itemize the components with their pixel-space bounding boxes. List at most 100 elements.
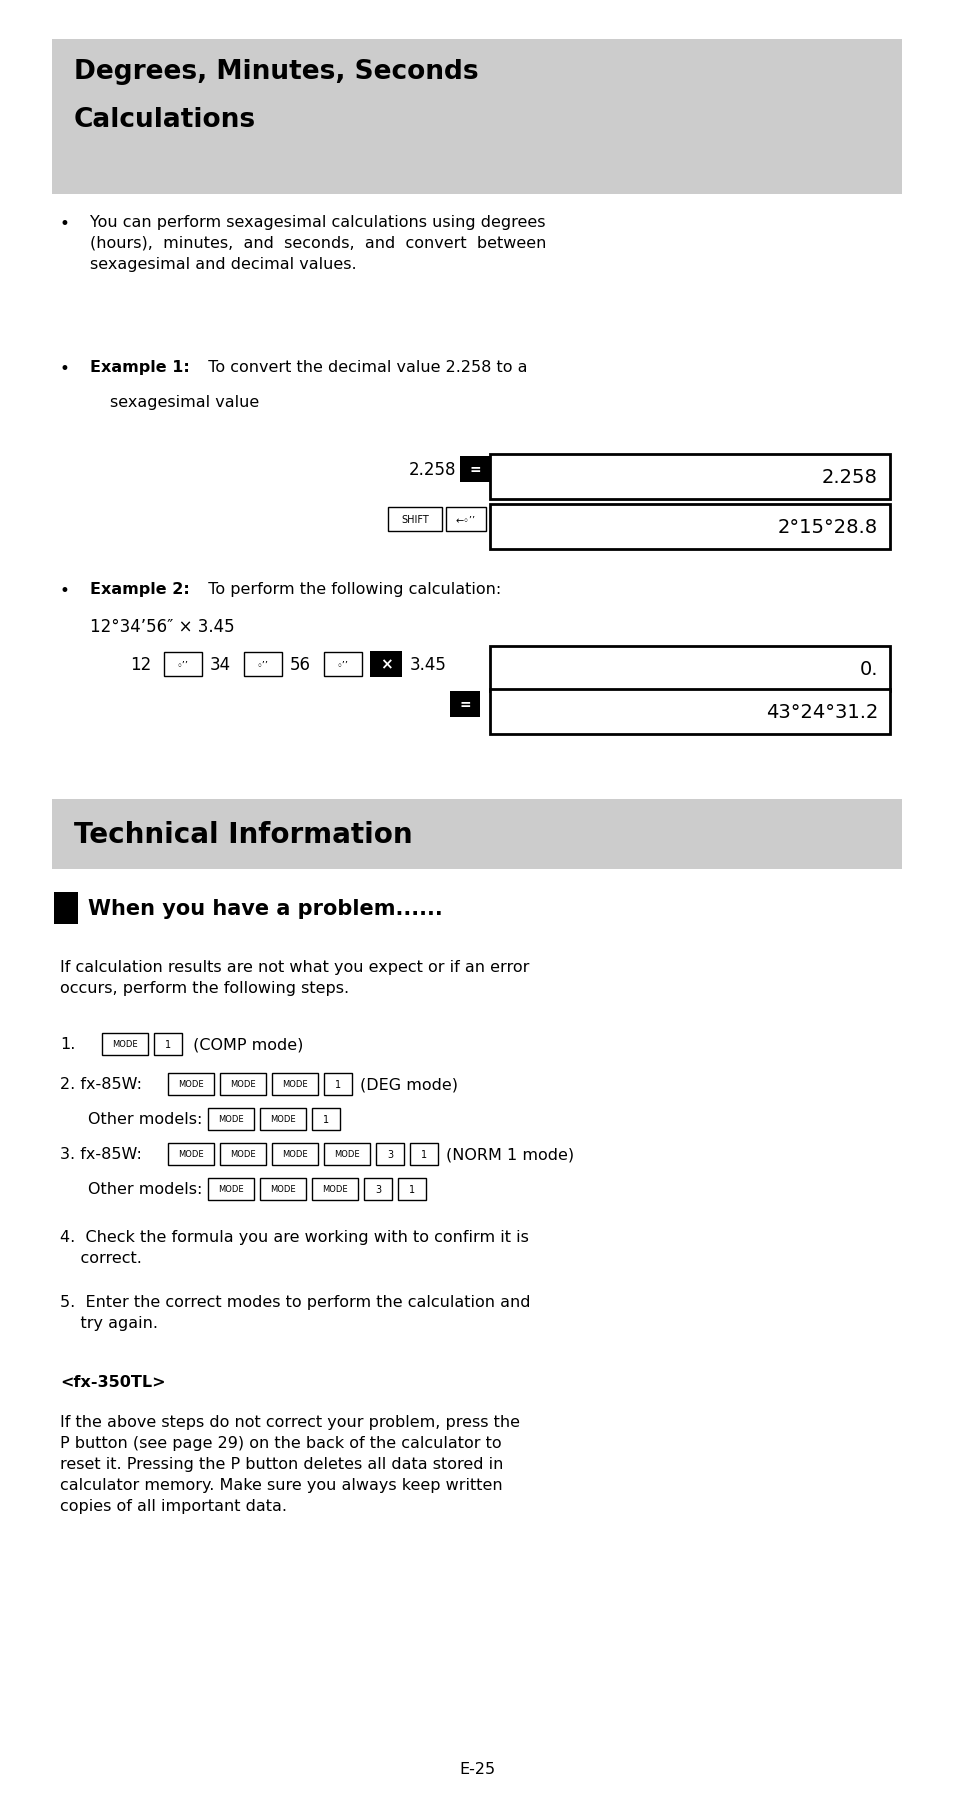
Text: =: = (458, 698, 471, 712)
Text: ←◦’’: ←◦’’ (456, 515, 476, 524)
Bar (446, 508, 485, 531)
Bar (208, 1108, 253, 1131)
Text: MODE: MODE (178, 1149, 204, 1158)
Bar (324, 1073, 352, 1095)
Bar (208, 1178, 253, 1200)
Bar (164, 652, 202, 676)
Bar (272, 1144, 317, 1166)
Text: Technical Information: Technical Information (74, 820, 413, 849)
Bar (272, 1073, 317, 1095)
Bar (490, 690, 889, 735)
Bar (490, 647, 889, 692)
Bar (220, 1144, 266, 1166)
Text: 12: 12 (130, 656, 152, 674)
Bar (52, 799, 901, 869)
Bar (375, 1144, 403, 1166)
Text: MODE: MODE (218, 1185, 244, 1194)
Text: 1: 1 (335, 1079, 341, 1090)
Text: 2°15°28.8: 2°15°28.8 (777, 519, 877, 537)
Text: 3: 3 (387, 1149, 393, 1160)
Text: •: • (60, 582, 70, 600)
Text: You can perform sexagesimal calculations using degrees
(hours),  minutes,  and  : You can perform sexagesimal calculations… (90, 215, 546, 271)
Text: MODE: MODE (334, 1149, 359, 1158)
Text: (DEG mode): (DEG mode) (359, 1077, 457, 1091)
Text: 1.: 1. (60, 1037, 75, 1052)
Bar (459, 457, 490, 482)
Text: 2.258: 2.258 (821, 468, 877, 486)
Bar (168, 1073, 213, 1095)
Text: 3. fx-85W:: 3. fx-85W: (60, 1147, 142, 1162)
Text: MODE: MODE (270, 1115, 295, 1124)
Text: ◦’’: ◦’’ (177, 660, 189, 670)
Text: If calculation results are not what you expect or if an error
occurs, perform th: If calculation results are not what you … (60, 960, 529, 996)
Bar (410, 1144, 437, 1166)
Text: 0.: 0. (859, 660, 877, 679)
Bar (260, 1108, 306, 1131)
Text: Degrees, Minutes, Seconds: Degrees, Minutes, Seconds (74, 60, 478, 85)
Text: MODE: MODE (178, 1081, 204, 1090)
Text: 1: 1 (420, 1149, 427, 1160)
Text: 4.  Check the formula you are working with to confirm it is
    correct.: 4. Check the formula you are working wit… (60, 1229, 528, 1265)
Bar (388, 508, 441, 531)
Text: To perform the following calculation:: To perform the following calculation: (198, 582, 500, 596)
Text: 3: 3 (375, 1184, 380, 1194)
Text: 1: 1 (409, 1184, 415, 1194)
Bar (324, 1144, 370, 1166)
Text: •: • (60, 360, 70, 378)
Bar (312, 1108, 339, 1131)
Text: When you have a problem......: When you have a problem...... (88, 898, 442, 918)
Text: sexagesimal value: sexagesimal value (110, 394, 259, 410)
Bar (450, 692, 479, 717)
Bar (490, 504, 889, 549)
Bar (102, 1034, 148, 1055)
Text: Other models:: Other models: (88, 1182, 202, 1196)
Text: MODE: MODE (112, 1039, 137, 1048)
Bar (54, 893, 78, 925)
Bar (244, 652, 282, 676)
Bar (397, 1178, 426, 1200)
Text: MODE: MODE (230, 1081, 255, 1090)
Text: Example 2:: Example 2: (90, 582, 190, 596)
Bar (364, 1178, 392, 1200)
Text: 2. fx-85W:: 2. fx-85W: (60, 1077, 142, 1091)
Text: MODE: MODE (282, 1081, 308, 1090)
Bar (312, 1178, 357, 1200)
Text: (COMP mode): (COMP mode) (188, 1037, 303, 1052)
Text: MODE: MODE (282, 1149, 308, 1158)
Text: MODE: MODE (230, 1149, 255, 1158)
Text: Other models:: Other models: (88, 1111, 202, 1128)
Text: 34: 34 (210, 656, 231, 674)
Text: MODE: MODE (218, 1115, 244, 1124)
Text: If the above steps do not correct your problem, press the
P button (see page 29): If the above steps do not correct your p… (60, 1415, 519, 1512)
Text: 3.45: 3.45 (410, 656, 446, 674)
Text: ◦’’: ◦’’ (336, 660, 349, 670)
Bar (260, 1178, 306, 1200)
Text: ×: × (379, 658, 392, 672)
Text: •: • (60, 215, 70, 233)
Bar (370, 652, 401, 678)
Text: Calculations: Calculations (74, 107, 255, 134)
Bar (153, 1034, 182, 1055)
Text: 12°34’56″ × 3.45: 12°34’56″ × 3.45 (90, 618, 234, 636)
Text: =: = (469, 463, 480, 477)
Text: (NORM 1 mode): (NORM 1 mode) (446, 1147, 574, 1162)
Text: To convert the decimal value 2.258 to a: To convert the decimal value 2.258 to a (198, 360, 527, 374)
Text: MODE: MODE (270, 1185, 295, 1194)
Text: 1: 1 (165, 1039, 171, 1050)
Text: E-25: E-25 (458, 1762, 495, 1776)
Text: ◦’’: ◦’’ (256, 660, 269, 670)
Text: MODE: MODE (322, 1185, 348, 1194)
Text: 43°24°31.2: 43°24°31.2 (765, 703, 877, 721)
Bar (52, 40, 901, 195)
Text: Example 1:: Example 1: (90, 360, 190, 374)
Text: 56: 56 (290, 656, 311, 674)
Text: SHIFT: SHIFT (400, 515, 429, 524)
Text: 5.  Enter the correct modes to perform the calculation and
    try again.: 5. Enter the correct modes to perform th… (60, 1294, 530, 1330)
Bar (324, 652, 361, 676)
Text: 1: 1 (323, 1115, 329, 1124)
Bar (168, 1144, 213, 1166)
Text: 2.258: 2.258 (408, 461, 456, 479)
Bar (490, 455, 889, 501)
Text: <fx-350TL>: <fx-350TL> (60, 1375, 166, 1390)
Bar (220, 1073, 266, 1095)
